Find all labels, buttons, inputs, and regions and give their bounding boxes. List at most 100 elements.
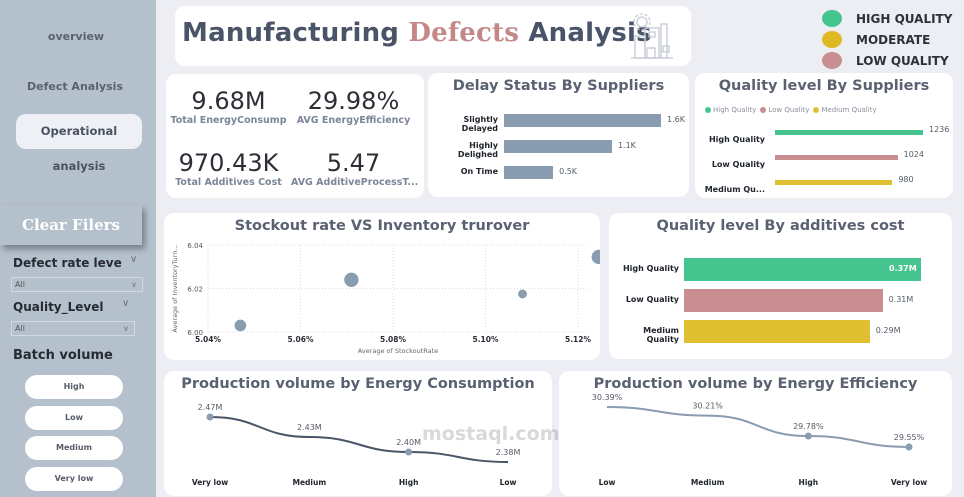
y-tick-label: 6.04 (187, 242, 203, 250)
x-tick-label: 5.04% (195, 335, 222, 344)
value-label: 0.31M (888, 294, 914, 304)
nav-defect-analysis[interactable]: Defect Analysis (26, 80, 124, 93)
batch-option-high[interactable]: High (25, 375, 123, 399)
bar[interactable] (684, 320, 870, 343)
kpi-total-energy: 9.68M Total EnergyConsump (166, 87, 291, 126)
chart-title: Delay Status By Suppliers (452, 78, 665, 94)
supplier-quality-legend: High Quality Low Quality Medium Quality (705, 106, 877, 114)
slicer-quality-level-value: All (15, 324, 25, 333)
data-label: 2.38M (496, 448, 521, 457)
energy-efficiency-card: Production volume by Energy Efficiency 3… (559, 371, 952, 496)
quality-legend: HIGH QUALITY MODERATE LOW QUALITY (822, 8, 952, 71)
chevron-down-icon[interactable]: ∨ (122, 298, 130, 309)
bar[interactable] (504, 114, 661, 127)
chart-title: Stockout rate VS Inventory trurover (234, 218, 530, 234)
legend-item-moderate: MODERATE (822, 29, 952, 50)
series-line (606, 406, 910, 448)
data-point[interactable] (905, 443, 913, 451)
category-label: On Time (460, 167, 498, 176)
value-label: 1.1K (617, 140, 636, 150)
data-label: 29.78% (793, 422, 824, 431)
legend-item: Low Quality (760, 106, 809, 114)
kpi-label: Total EnergyConsump (170, 115, 287, 126)
slicer-quality-level-dropdown[interactable]: All ∨ (11, 321, 135, 336)
legend-dot-low (822, 52, 842, 69)
kpi-avg-energy-efficiency: 29.98% AVG EnergyEfficiency (291, 87, 416, 126)
scatter-point[interactable] (591, 249, 600, 265)
batch-option-medium[interactable]: Medium (25, 436, 123, 460)
x-tick-label: Low (599, 478, 616, 487)
scatter-point[interactable] (518, 289, 527, 299)
slicer-defect-rate-value: All (15, 280, 25, 289)
value-label: 0.37M (889, 263, 917, 273)
data-label: 30.39% (592, 393, 623, 402)
legend-item: Medium Quality (813, 106, 877, 114)
supplier-quality-card: Quality level By Suppliers High Quality … (695, 73, 953, 198)
energy-consumption-line-chart: 2.47M Very low 2.43M Medium 2.40M High 2.38M Lo… (192, 403, 521, 487)
data-label: 29.55% (894, 433, 925, 442)
factory-gear-icon (631, 13, 673, 59)
x-tick-label: High (799, 478, 819, 487)
bar[interactable] (775, 155, 898, 160)
series-line (209, 416, 509, 463)
bar[interactable] (775, 130, 923, 135)
chart-title: Production volume by Energy Efficiency (593, 376, 918, 392)
data-point[interactable] (206, 413, 214, 421)
bar[interactable] (684, 289, 883, 312)
clear-filters-button[interactable]: Clear Filers (0, 205, 142, 245)
title-part-1: Manufacturing (182, 18, 400, 48)
x-tick-label: 5.08% (380, 335, 407, 344)
y-tick-label: 6.00 (187, 329, 203, 337)
chevron-down-icon[interactable]: ∨ (130, 254, 138, 265)
kpi-value: 29.98% (307, 87, 400, 115)
legend-label-low: LOW QUALITY (856, 53, 949, 68)
legend-dot-moderate (822, 31, 842, 48)
legend-item: High Quality (705, 106, 756, 114)
slicer-quality-level-label: Quality_Level (13, 300, 104, 314)
batch-option-very-low[interactable]: Very low (25, 467, 123, 491)
legend-label: Medium Quality (821, 106, 877, 114)
data-point[interactable] (405, 448, 413, 456)
data-point[interactable] (804, 432, 812, 440)
category-label: Low Quality (711, 160, 765, 169)
additive-cost-card: Quality level By additives cost High Qua… (609, 213, 952, 359)
chart-title: Production volume by Energy Consumption (181, 376, 535, 392)
value-label: 1236 (929, 124, 950, 134)
x-tick-label: 5.06% (287, 335, 314, 344)
legend-item-low: LOW QUALITY (822, 50, 952, 71)
bar[interactable] (504, 166, 554, 179)
kpi-total-additives-cost: 970.43K Total Additives Cost (166, 149, 291, 188)
value-label: 0.5K (559, 166, 578, 176)
category-label: Medium Quality (643, 326, 679, 344)
y-axis-label: Average of InventoryTurn... (171, 244, 179, 332)
bar[interactable] (504, 140, 612, 153)
kpi-label: AVG AdditiveProcessT... (291, 177, 419, 188)
batch-option-low[interactable]: Low (25, 406, 123, 430)
title-part-2: Analysis (528, 18, 652, 48)
bar[interactable] (775, 180, 893, 185)
delay-status-card: Delay Status By Suppliers Slightly Delay… (428, 73, 689, 197)
x-tick-label: Low (500, 478, 517, 487)
value-label: 0.29M (875, 325, 901, 335)
legend-label: High Quality (713, 106, 757, 114)
kpi-value: 9.68M (191, 87, 266, 115)
legend-label-moderate: MODERATE (856, 32, 931, 47)
energy-efficiency-line-chart: 30.39% Low 30.21% Medium 29.78% High 29.55% Ver… (592, 393, 927, 487)
legend-item-high: HIGH QUALITY (822, 8, 952, 29)
kpi-label: AVG EnergyEfficiency (296, 115, 411, 126)
scatter-point[interactable] (344, 272, 359, 287)
scatter-plot: 5.04% 5.06% 5.08% 5.10% 5.12% 6.00 6.02 6.04 Ave… (171, 242, 600, 355)
watermark: mostaql.com (422, 423, 560, 445)
chart-title: Quality level By additives cost (656, 218, 905, 234)
legend-label-high: HIGH QUALITY (856, 11, 953, 26)
legend-label: Low Quality (768, 106, 810, 114)
slicer-defect-rate-dropdown[interactable]: All ∨ (11, 277, 143, 292)
value-label: 1.6K (667, 114, 685, 124)
value-label: 1024 (903, 149, 924, 159)
x-tick-label: Medium (293, 478, 327, 487)
y-tick-label: 6.02 (187, 286, 203, 294)
bar[interactable] (684, 258, 921, 281)
nav-overview[interactable]: overview (47, 30, 105, 43)
nav-operational-analysis[interactable]: Operational analysis (16, 114, 142, 173)
scatter-point[interactable] (234, 319, 247, 332)
